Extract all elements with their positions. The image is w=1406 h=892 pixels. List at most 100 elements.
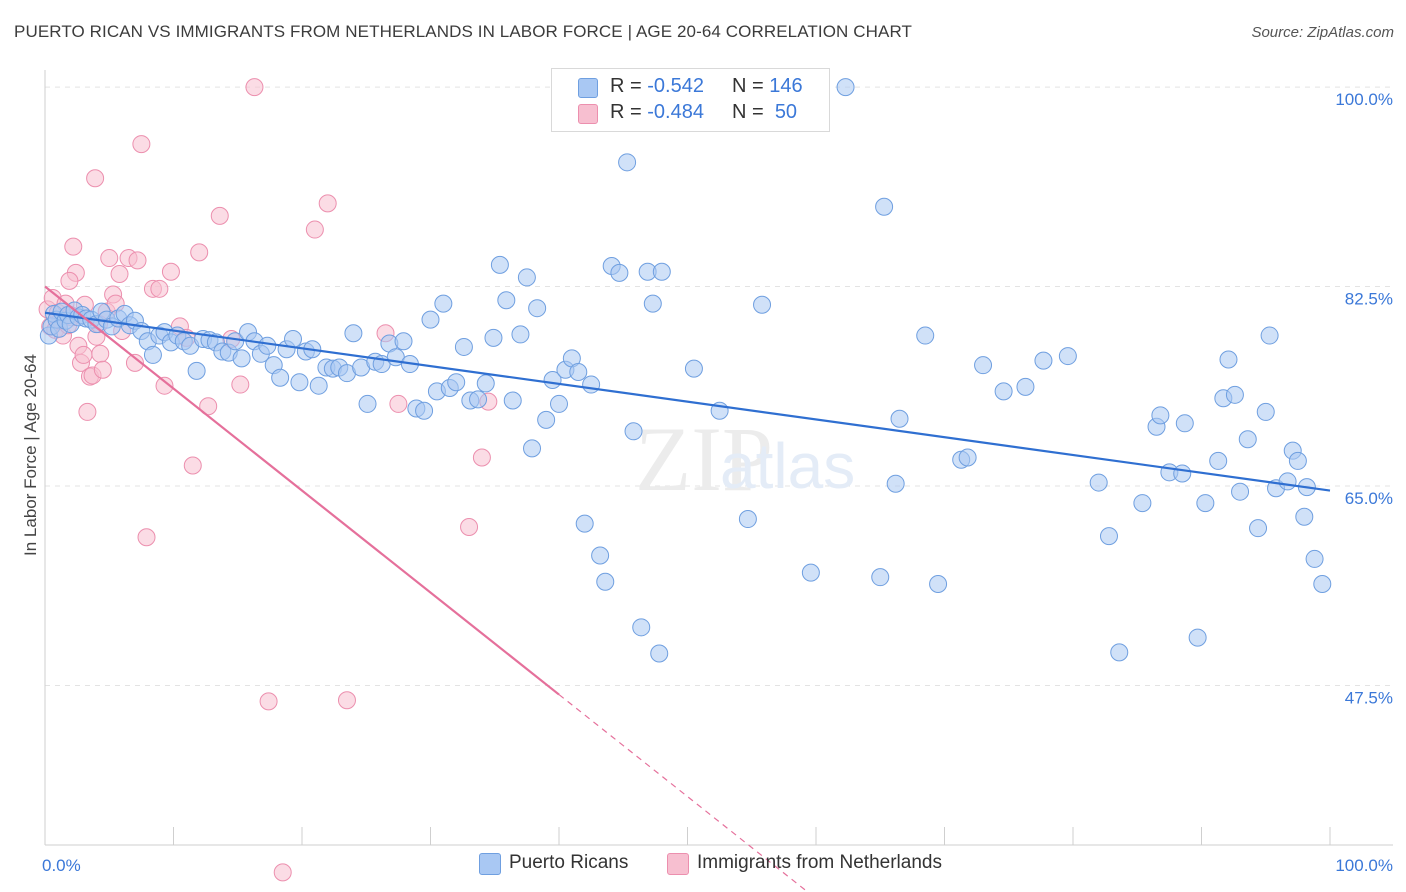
legend-r-label: R = (610, 101, 642, 123)
y-tick-label: 100.0% (1335, 90, 1393, 109)
legend-r-text: R = -0.542 (610, 75, 704, 98)
netherlands-point (183, 456, 202, 475)
y-tick-label: 47.5% (1345, 688, 1393, 707)
netherlands-point (190, 243, 209, 262)
legend-label: Immigrants from Netherlands (697, 852, 942, 873)
puerto-rican-point (497, 291, 516, 310)
blue-series-points (39, 78, 1332, 663)
puerto-rican-point (503, 391, 522, 410)
puerto-rican-point (1173, 464, 1192, 483)
puerto-rican-point (1110, 643, 1129, 662)
netherlands-point (78, 402, 97, 421)
puerto-rican-point (290, 373, 309, 392)
netherlands-point (64, 237, 83, 256)
chart-title: PUERTO RICAN VS IMMIGRANTS FROM NETHERLA… (14, 22, 912, 41)
puerto-rican-point (871, 568, 890, 587)
source-label: Source: ZipAtlas.com (1251, 24, 1394, 41)
y-tick-label: 82.5% (1345, 290, 1393, 309)
legend-r-value: -0.542 (647, 75, 704, 97)
legend-label: Puerto Ricans (509, 852, 629, 873)
puerto-rican-point (958, 448, 977, 467)
puerto-rican-point (1249, 519, 1268, 538)
puerto-rican-point (1196, 494, 1215, 513)
puerto-rican-point (801, 563, 820, 582)
watermark: ZIP atlas (635, 408, 855, 510)
puerto-rican-point (1058, 347, 1077, 366)
puerto-rican-point (684, 359, 703, 378)
gridlines (45, 86, 1390, 686)
puerto-rican-point (344, 324, 363, 343)
puerto-rican-point (232, 349, 251, 368)
x-tick-label: 100.0% (1335, 856, 1393, 875)
puerto-rican-point (1256, 402, 1275, 421)
axes (44, 70, 1393, 846)
puerto-rican-point (434, 294, 453, 313)
puerto-rican-trend-line (44, 311, 1331, 492)
puerto-rican-point (596, 572, 615, 591)
tick-labels: 47.5% 65.0% 82.5% 100.0% 0.0% 100.0% (42, 90, 1393, 875)
puerto-rican-point (974, 356, 993, 375)
puerto-rican-point (523, 439, 542, 458)
netherlands-point (128, 251, 147, 270)
legend-n-label: N = (732, 101, 764, 123)
puerto-rican-point (447, 373, 466, 392)
puerto-rican-point (650, 644, 669, 663)
puerto-rican-point (517, 268, 536, 287)
puerto-rican-point (1295, 507, 1314, 526)
netherlands-point (337, 691, 356, 710)
puerto-rican-point (1089, 473, 1108, 492)
puerto-rican-point (643, 294, 662, 313)
netherlands-point (100, 249, 119, 268)
puerto-rican-point (143, 345, 162, 364)
netherlands-point (472, 448, 491, 467)
puerto-rican-point (528, 299, 547, 318)
netherlands-point (74, 345, 93, 364)
puerto-rican-point (916, 326, 935, 345)
netherlands-point (460, 518, 479, 537)
puerto-rican-point (575, 514, 594, 533)
puerto-rican-point (258, 336, 277, 355)
legend-n-value: 50 (774, 101, 798, 123)
puerto-rican-point (1313, 575, 1332, 594)
puerto-rican-point (484, 328, 503, 347)
netherlands-trend-line (44, 285, 560, 696)
puerto-rican-point (738, 510, 757, 529)
trend-lines (44, 285, 1331, 892)
netherlands-point (150, 279, 169, 298)
puerto-rican-point (624, 422, 643, 441)
puerto-rican-point (836, 78, 855, 97)
puerto-rican-point (421, 310, 440, 329)
netherlands-point (137, 528, 156, 547)
puerto-rican-point (1133, 494, 1152, 513)
netherlands-point (110, 265, 129, 284)
legend-r-label: R = (610, 75, 642, 97)
netherlands-point (132, 135, 151, 154)
netherlands-point (86, 169, 105, 188)
netherlands-point (245, 78, 264, 97)
puerto-rican-point (1175, 414, 1194, 433)
watermark-atlas: atlas (720, 430, 855, 502)
legend-n-text: N = 50 (732, 101, 797, 124)
netherlands-point (91, 344, 110, 363)
puerto-rican-point (652, 262, 671, 281)
legend-r-text: R = -0.484 (610, 101, 704, 124)
puerto-rican-point (994, 382, 1013, 401)
netherlands-point (60, 271, 79, 290)
y-axis-label: In Labor Force | Age 20-64 (21, 354, 40, 556)
puerto-rican-point (1219, 350, 1238, 369)
puerto-rican-point (618, 153, 637, 172)
puerto-rican-point (476, 374, 495, 393)
puerto-rican-point (537, 410, 556, 429)
puerto-rican-point (1260, 326, 1279, 345)
puerto-rican-point (1288, 451, 1307, 470)
puerto-rican-point (890, 409, 909, 428)
legend-swatch-blue (578, 78, 598, 98)
watermark-zip: ZIP (635, 408, 773, 510)
puerto-rican-point (271, 368, 290, 387)
puerto-rican-point (550, 394, 568, 413)
puerto-rican-point (1209, 451, 1228, 470)
puerto-rican-point (284, 329, 303, 348)
y-tick-label: 65.0% (1345, 489, 1393, 508)
legend-swatch-blue (479, 853, 501, 875)
puerto-rican-point (1099, 527, 1118, 546)
